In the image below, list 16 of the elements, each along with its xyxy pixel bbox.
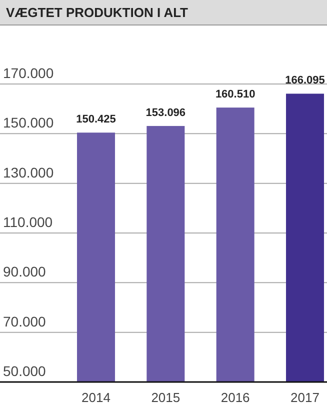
y-tick-label: 90.000 bbox=[3, 264, 46, 280]
x-tick-label: 2016 bbox=[220, 390, 250, 405]
y-tick-label: 50.000 bbox=[3, 363, 46, 379]
data-label: 150.425 bbox=[76, 114, 116, 126]
y-tick-label: 130.000 bbox=[3, 164, 54, 180]
x-tick-label: 2014 bbox=[82, 390, 110, 405]
y-tick-label: 170.000 bbox=[3, 65, 54, 81]
y-tick-label: 150.000 bbox=[3, 114, 54, 131]
y-tick-label: 70.000 bbox=[3, 313, 46, 330]
y-tick-label: 110.000 bbox=[3, 214, 53, 230]
chart-title: VÆGTET PRODUKTION I ALT bbox=[6, 5, 188, 20]
data-label: 153.096 bbox=[146, 106, 186, 119]
x-tick-label: 2015 bbox=[151, 390, 180, 405]
data-label: 166.095 bbox=[285, 74, 325, 87]
data-label: 160.510 bbox=[215, 88, 256, 101]
x-tick-label: 2017 bbox=[290, 390, 320, 405]
